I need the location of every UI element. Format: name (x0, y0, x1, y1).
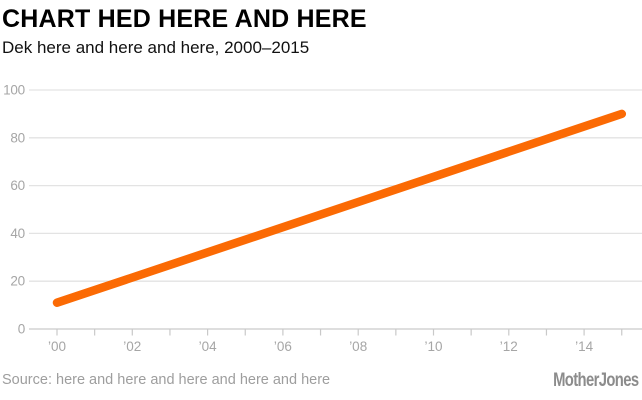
x-axis-ticks: ’00 ’02 ’04 ’06 ’08 ’10 ’12 ’14 (48, 329, 623, 354)
y-tick-label: 60 (10, 178, 25, 193)
x-tick-label: ’12 (500, 339, 518, 354)
chart-title: CHART HED HERE AND HERE (2, 5, 367, 33)
y-tick-label: 20 (10, 274, 25, 289)
data-series (52, 109, 627, 307)
y-tick-label: 40 (10, 226, 25, 241)
source-note: Source: here and here and here and here … (2, 372, 331, 388)
x-tick-label: ’14 (575, 339, 594, 354)
gridlines (29, 89, 642, 330)
x-tick-label: ’04 (199, 339, 218, 354)
motherjones-logo: MotherJones (552, 370, 639, 391)
x-tick-label: ’10 (424, 339, 442, 354)
x-tick-label: ’08 (349, 339, 367, 354)
y-tick-label: 0 (18, 322, 25, 337)
y-tick-label: 80 (10, 130, 25, 145)
x-tick-label: ’06 (274, 339, 292, 354)
x-tick-label: ’00 (48, 339, 66, 354)
y-tick-label: 100 (3, 83, 25, 98)
x-tick-label: ’02 (123, 339, 141, 354)
y-axis-labels: 0 20 40 60 80 100 (3, 83, 25, 337)
chart-dek: Dek here and here and here, 2000–2015 (2, 38, 310, 57)
trend-line (52, 109, 627, 307)
